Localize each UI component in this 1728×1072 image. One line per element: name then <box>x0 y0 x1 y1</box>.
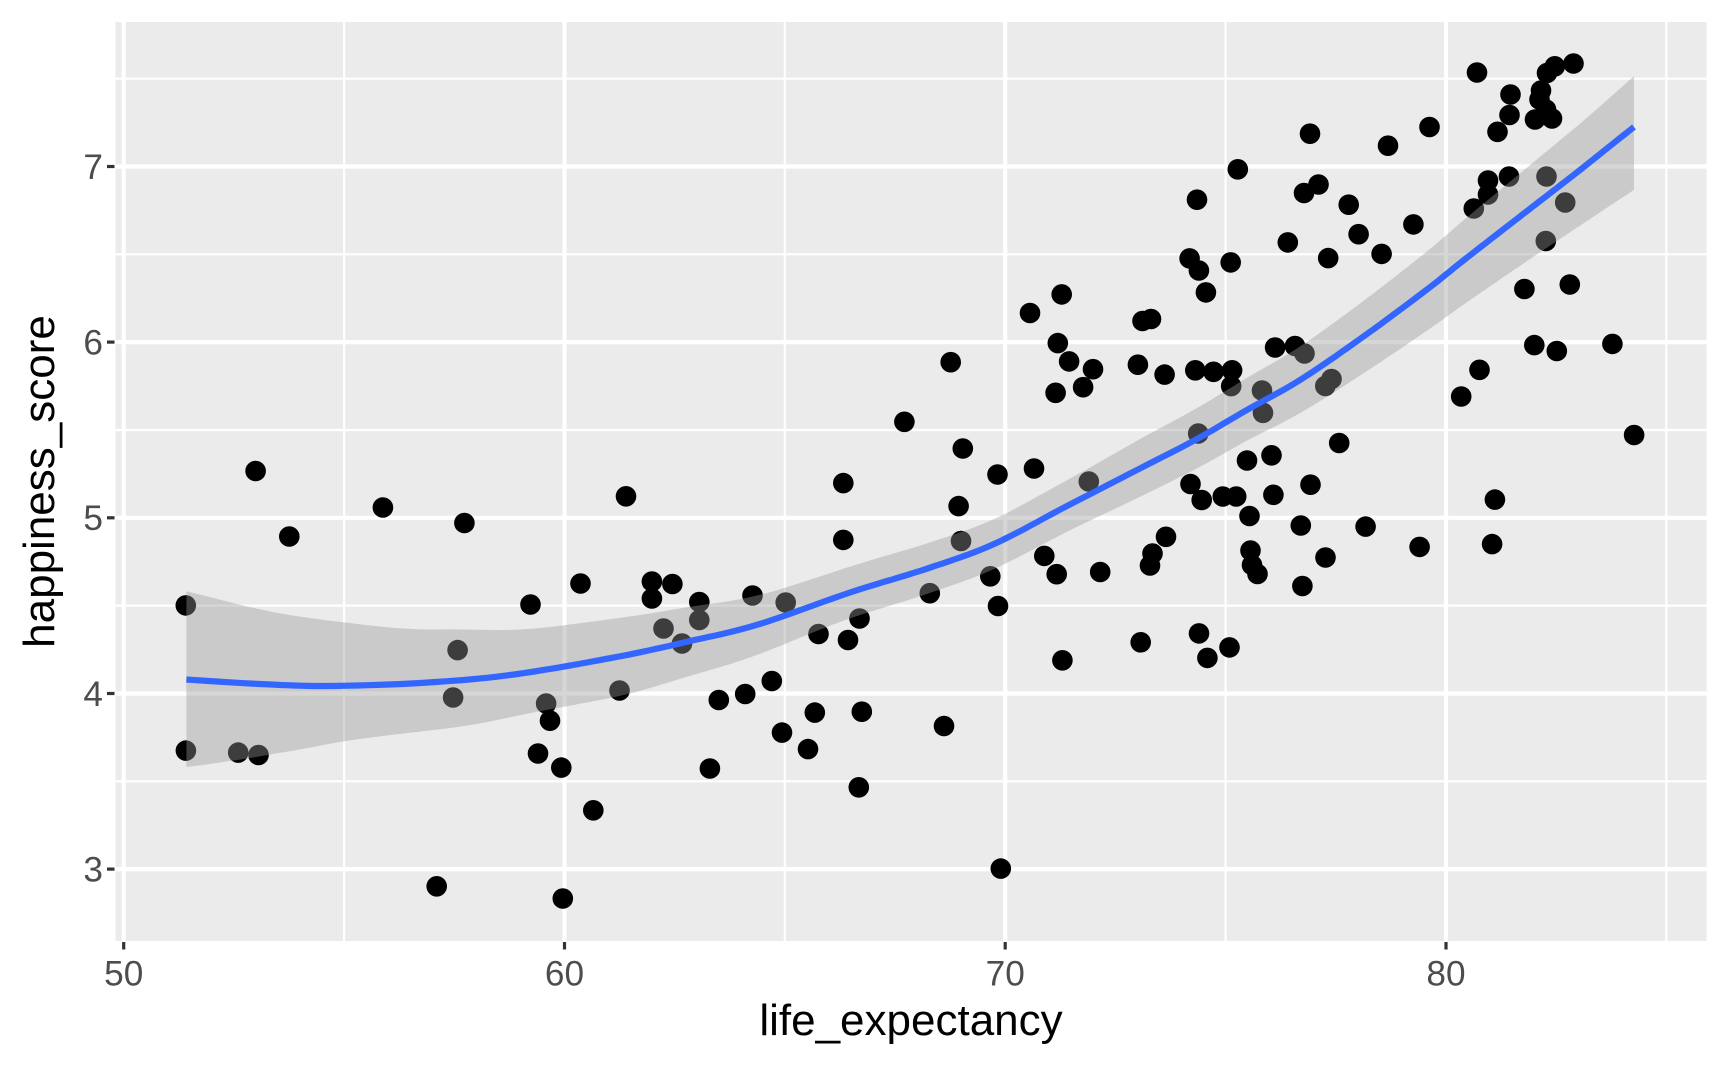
svg-text:4: 4 <box>83 675 103 714</box>
svg-text:happiness_score: happiness_score <box>15 315 64 648</box>
svg-text:life_expectancy: life_expectancy <box>759 996 1062 1045</box>
svg-text:7: 7 <box>83 148 103 187</box>
svg-text:5: 5 <box>83 499 103 538</box>
svg-text:60: 60 <box>545 955 584 994</box>
svg-text:80: 80 <box>1426 955 1465 994</box>
svg-text:6: 6 <box>83 323 103 362</box>
svg-text:3: 3 <box>83 850 103 889</box>
svg-text:50: 50 <box>104 955 143 994</box>
svg-text:70: 70 <box>986 955 1025 994</box>
